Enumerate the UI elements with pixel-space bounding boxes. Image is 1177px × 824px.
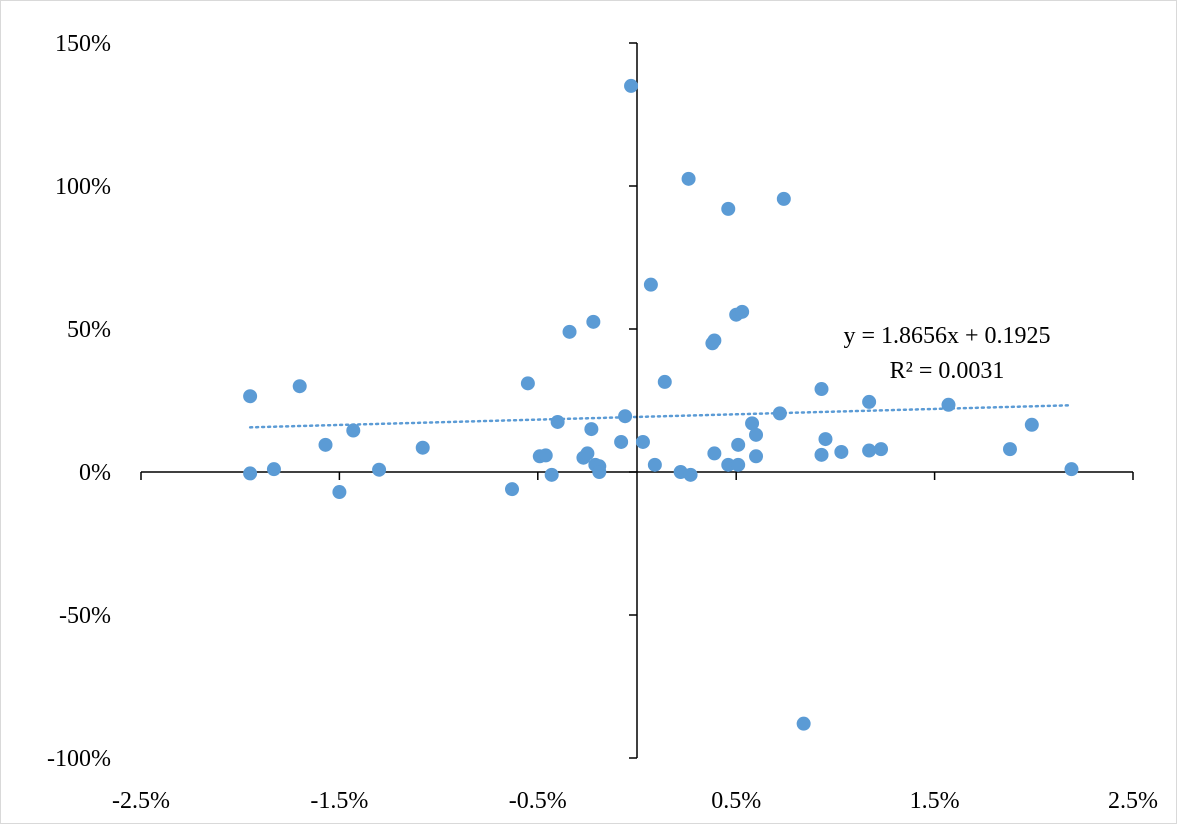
data-point [544,467,559,482]
data-point [834,444,849,459]
data-point [772,406,787,421]
data-point [818,432,833,447]
trendline-group [248,404,1073,429]
data-point [318,437,333,452]
data-point [614,434,629,449]
data-point [657,374,672,389]
data-point [681,171,696,186]
data-point [862,394,877,409]
data-point [520,376,535,391]
y-tick-label: -50% [59,603,111,629]
data-point [745,416,760,431]
data-point [332,485,347,500]
x-tick-label: -0.5% [509,788,567,814]
data-point [796,716,811,731]
data-point [731,457,746,472]
data-point [874,442,889,457]
data-point [683,467,698,482]
y-tick-label: 0% [79,460,111,486]
data-point [243,466,258,481]
data-point [562,324,577,339]
data-point [624,78,639,93]
y-tick-label: -100% [47,746,111,772]
data-point [721,201,736,216]
data-point [292,379,307,394]
data-point [814,382,829,397]
data-point [266,462,281,477]
trendline-r2-label: R² = 0.0031 [890,358,1005,384]
y-ticks-group: 150% 100% 50% 0% -50% -100% [47,31,637,772]
x-tick-label: 2.5% [1108,788,1158,814]
data-point [941,397,956,412]
x-tick-label: -2.5% [112,788,170,814]
data-point [243,389,258,404]
x-tick-label: -1.5% [310,788,368,814]
data-point [1064,462,1079,477]
data-point [814,447,829,462]
data-point [580,446,595,461]
data-point [372,462,387,477]
y-tick-label: 50% [67,317,111,343]
data-point [586,314,601,329]
axes-group [141,43,1133,758]
data-point [415,440,430,455]
data-point [721,457,736,472]
data-point [647,457,662,472]
x-tick-label: 1.5% [910,788,960,814]
data-point [550,414,565,429]
data-point [707,333,722,348]
y-tick-label: 100% [55,174,111,200]
data-point [862,443,877,458]
data-point [707,446,722,461]
data-point [592,465,607,479]
data-point [731,437,746,452]
y-tick-label: 150% [55,31,111,57]
data-point [749,427,764,442]
data-point [584,422,599,437]
data-point [776,191,791,206]
x-ticks-group: -2.5% -1.5% -0.5% 0.5% 1.5% 2.5% [112,472,1158,814]
data-point [618,409,633,424]
data-point [643,277,658,292]
data-point [749,449,764,464]
data-point [1024,417,1039,432]
data-point [635,434,650,449]
data-point [505,482,520,497]
data-point [1002,442,1017,457]
data-point [346,423,361,438]
data-point [538,448,553,463]
data-points-group [243,78,1079,731]
trendline [248,404,1073,429]
trendline-equation-label: y = 1.8656x + 0.1925 [843,323,1050,349]
x-tick-label: 0.5% [711,788,761,814]
data-point [735,304,750,319]
